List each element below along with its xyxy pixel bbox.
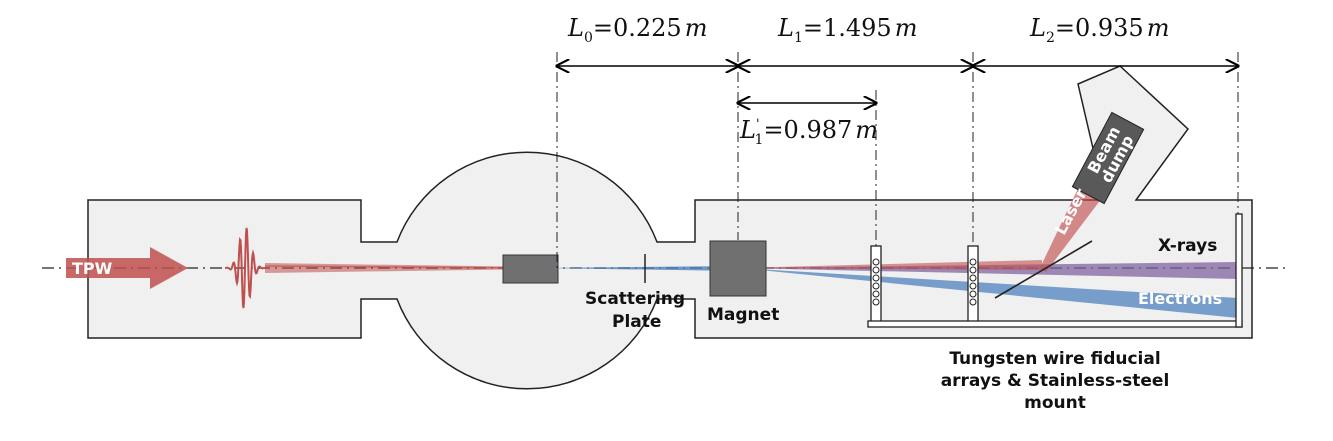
mount-label-2: arrays & Stainless-steel: [941, 371, 1170, 391]
laser-pulse: [225, 227, 265, 309]
magnet-label: Magnet: [707, 305, 779, 325]
dim-label-L1: L1=1.495 m: [777, 14, 917, 46]
laser-to-dump: [1040, 180, 1108, 272]
magnet: [709, 240, 767, 297]
mount-label-1: Tungsten wire fiducial: [949, 349, 1160, 369]
laser-remnant: [740, 260, 1042, 270]
laser-beam-focus: [265, 263, 540, 273]
xrays-label: X-rays: [1158, 236, 1217, 256]
electron-beam-early: [540, 266, 740, 271]
mount-post: [1235, 213, 1243, 328]
tpw-arrow: [66, 247, 188, 289]
vacuum-chamber: [87, 65, 1253, 390]
scattering-plate-label: Scattering: [585, 289, 685, 309]
mirror: [994, 240, 1093, 299]
dim-label-L0: L0=0.225 m: [567, 14, 707, 46]
fiducial-array-1: [870, 245, 882, 323]
electron-fan: [740, 268, 1238, 318]
tpw-label: TPW: [72, 259, 113, 278]
dim-label-L2: L2=0.935 m: [1029, 14, 1169, 46]
xray-cone: [740, 262, 1238, 279]
dim-label-L1p: L' 1=0.987 m: [739, 116, 878, 148]
reference-lines: [556, 52, 1239, 272]
fiducial-array-2: [967, 245, 979, 323]
stainless-mount: [867, 320, 1243, 328]
electrons-label: Electrons: [1138, 289, 1222, 308]
mount-label-3: mount: [1024, 393, 1086, 413]
target-block: [502, 254, 559, 284]
scattering-plate-label-2: Plate: [612, 312, 661, 332]
